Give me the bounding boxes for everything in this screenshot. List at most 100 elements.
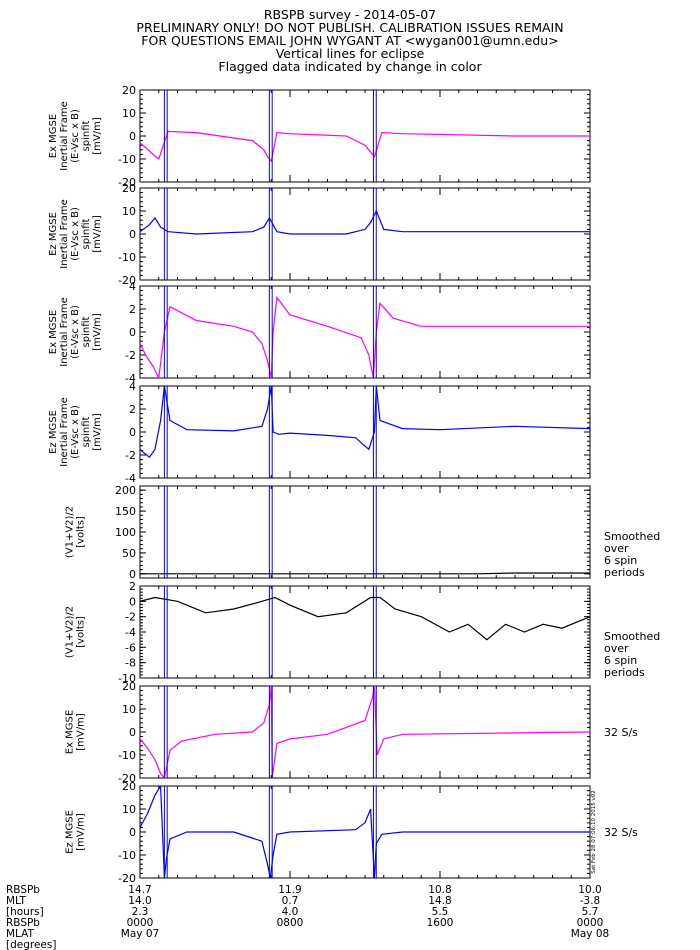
panel-p6: 2 0 -2 -4 -6 -8 -10 (V1+V2)/2 [volts] Smoothedove… (65, 580, 661, 685)
side-label: 32 S/s (604, 726, 638, 739)
footer-mlt: 11.9 (278, 884, 301, 896)
y-axis-label: [volts] (76, 616, 87, 648)
footer-row-label: [hours] (6, 906, 44, 918)
y-tick-label: -10 (118, 251, 136, 264)
footer-row-label: MLAT (6, 928, 35, 940)
y-axis-label: (V1+V2)/2 (65, 506, 76, 558)
y-axis-label: Ez MGSE (65, 810, 76, 854)
y-tick-label: 200 (115, 484, 136, 497)
panel-p5: 200 150 100 50 0 (V1+V2)/2 [volts] Smoothedover… (65, 484, 661, 581)
y-tick-label: -8 (125, 657, 136, 670)
y-tick-label: -10 (118, 153, 136, 166)
y-axis-label: Ez MGSE (48, 410, 59, 454)
y-tick-label: 20 (122, 182, 136, 195)
side-label: periods (604, 566, 645, 579)
y-tick-label: 2 (129, 580, 136, 593)
y-tick-label: -20 (118, 176, 136, 189)
title-line-2: PRELIMINARY ONLY! DO NOT PUBLISH. CALIBR… (136, 20, 564, 35)
footer-mlat: 0.7 (282, 895, 299, 907)
y-axis-label: (E-Vsc x B) (70, 305, 81, 359)
footer-row-label: [degrees] (6, 939, 56, 950)
y-tick-label: -20 (118, 274, 136, 287)
y-axis-label: Ex MGSE (48, 114, 59, 158)
y-axis-label: Ez MGSE (48, 212, 59, 256)
y-axis-label: Inertial Frame (59, 397, 70, 467)
y-tick-label: 2 (129, 303, 136, 316)
title-line-3: FOR QUESTIONS EMAIL JOHN WYGANT AT <wyga… (141, 33, 559, 48)
y-axis-label: Inertial Frame (59, 199, 70, 269)
y-tick-label: 100 (115, 526, 136, 539)
y-tick-label: 0 (129, 826, 136, 839)
y-axis-label: (V1+V2)/2 (65, 606, 76, 658)
y-tick-label: 0 (129, 326, 136, 339)
title-line-1: RBSPB survey - 2014-05-07 (263, 7, 437, 22)
panel-p3: 4 2 0 -2 -4 Ex MGSE Inertial Frame (E-Vsc x B) s… (48, 280, 591, 385)
y-tick-label: -4 (125, 626, 136, 639)
panel-frame (139, 385, 591, 479)
y-tick-label: 10 (122, 107, 136, 120)
y-tick-label: 150 (115, 505, 136, 518)
y-tick-label: 10 (122, 205, 136, 218)
y-tick-label: 20 (122, 84, 136, 97)
y-tick-label: 20 (122, 780, 136, 793)
footer-time: 1600 (427, 917, 454, 929)
y-axis-label: [mV/m] (76, 713, 87, 751)
y-axis-label: spinfit (81, 416, 92, 447)
series-line (140, 786, 590, 878)
panel-p1: 20 10 0 -10 -20 Ex MGSE Inertial Frame (E-Vsc x… (48, 84, 591, 189)
series-line (140, 130, 590, 163)
y-tick-label: -2 (125, 349, 136, 362)
y-axis-label: (E-Vsc x B) (70, 405, 81, 459)
y-tick-label: -4 (125, 472, 136, 485)
y-tick-label: 0 (129, 130, 136, 143)
y-axis-label: [volts] (76, 516, 87, 548)
series-line (140, 386, 590, 459)
y-axis-label: spinfit (81, 120, 92, 151)
y-tick-label: -10 (118, 849, 136, 862)
footer-date: May 07 (121, 928, 159, 940)
y-axis-label: [mV/m] (76, 813, 87, 851)
panel-frame (139, 685, 591, 779)
y-axis-label: spinfit (81, 218, 92, 249)
panel-frame (139, 485, 591, 579)
y-axis-label: [mV/m] (92, 413, 103, 451)
y-tick-label: -2 (125, 611, 136, 624)
side-label: 6 spin (604, 654, 637, 667)
footer-mlat: 14.0 (128, 895, 151, 907)
y-tick-label: 10 (122, 703, 136, 716)
footer-row-label: RBSPb (6, 917, 40, 929)
y-tick-label: 2 (129, 403, 136, 416)
y-tick-label: 50 (122, 547, 136, 560)
side-label: over (604, 542, 629, 555)
y-axis-label: spinfit (81, 316, 92, 347)
footer-mlt: 14.7 (128, 884, 151, 896)
timestamp-stamp: Sat Feb 28 07:06:10 2015 v02 (591, 790, 597, 873)
footer-l: 5.7 (582, 906, 599, 918)
y-axis-label: [mV/m] (92, 117, 103, 155)
footer-row-label: RBSPb (6, 884, 40, 896)
footer-mlat: -3.8 (580, 895, 601, 907)
panel-p2: 20 10 0 -10 -20 Ez MGSE Inertial Frame (E-Vsc x… (48, 182, 591, 287)
series-line (140, 596, 590, 641)
y-axis-label: (E-Vsc x B) (70, 207, 81, 261)
footer-mlat: 14.8 (428, 895, 451, 907)
series-line (140, 295, 590, 378)
side-label: periods (604, 666, 645, 679)
footer-mlt: 10.8 (428, 884, 451, 896)
title-line-5: Flagged data indicated by change in colo… (218, 59, 482, 74)
y-axis-label: [mV/m] (92, 313, 103, 351)
title-line-4: Vertical lines for eclipse (275, 46, 425, 61)
side-label: 32 S/s (604, 826, 638, 839)
y-axis-label: Ex MGSE (65, 710, 76, 754)
title-block: RBSPB survey - 2014-05-07 PRELIMINARY ON… (0, 8, 700, 73)
y-tick-label: 0 (129, 426, 136, 439)
footer-time: 0800 (277, 917, 304, 929)
y-tick-label: -10 (118, 749, 136, 762)
y-tick-label: 0 (129, 228, 136, 241)
footer-mlt: 10.0 (578, 884, 601, 896)
footer-time: 0000 (577, 917, 604, 929)
y-tick-label: 0 (129, 568, 136, 581)
y-tick-label: 4 (129, 380, 136, 393)
side-label: 6 spin (604, 554, 637, 567)
y-axis-label: [mV/m] (92, 215, 103, 253)
